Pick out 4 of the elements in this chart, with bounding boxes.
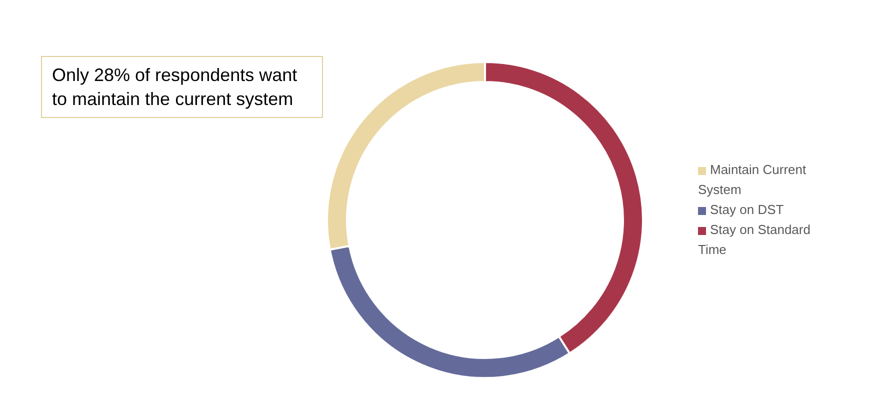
legend-label: Stay on Standard Time: [698, 222, 810, 257]
text: Only 28% of respondents want to maintain the current system: [41, 56, 323, 118]
legend-label: Stay on DST: [710, 202, 784, 217]
legend-label: Maintain Current System: [698, 162, 806, 197]
